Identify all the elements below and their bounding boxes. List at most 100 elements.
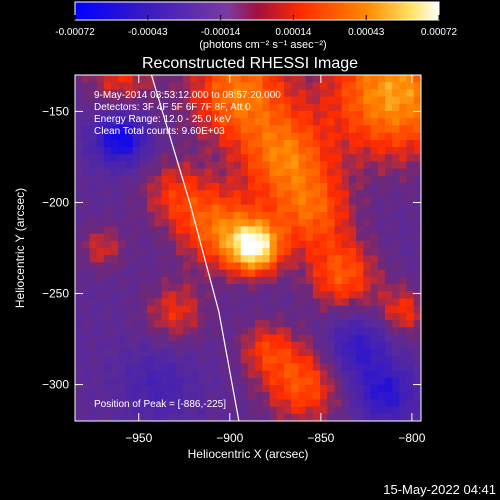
heatmap-cell xyxy=(262,248,271,256)
heatmap-cell xyxy=(341,248,350,256)
x-tick-label: −850 xyxy=(307,431,334,445)
heatmap-cell xyxy=(406,262,415,271)
heatmap-cell xyxy=(327,197,336,206)
heatmap-cell xyxy=(240,132,249,141)
heatmap-cell xyxy=(334,96,343,105)
heatmap-cell xyxy=(262,298,271,307)
heatmap-cell xyxy=(284,219,292,227)
heatmap-cell xyxy=(370,370,379,379)
heatmap-cell xyxy=(327,320,336,328)
heatmap-cell xyxy=(75,226,83,235)
heatmap-cell xyxy=(262,406,271,415)
heatmap-cell xyxy=(240,190,249,199)
heatmap-cell xyxy=(305,190,314,199)
heatmap-cell xyxy=(291,320,300,328)
heatmap-cell xyxy=(154,233,163,242)
heatmap-cell xyxy=(348,248,357,256)
heatmap-cell xyxy=(356,219,364,227)
heatmap-cell xyxy=(75,233,83,242)
heatmap-cell xyxy=(262,399,271,408)
heatmap-cell xyxy=(269,348,278,357)
heatmap-cell xyxy=(103,284,112,292)
heatmap-cell xyxy=(96,204,105,213)
heatmap-cell xyxy=(363,384,372,393)
heatmap-cell xyxy=(384,327,393,336)
heatmap-cell xyxy=(269,132,278,141)
heatmap-cell xyxy=(111,175,119,184)
heatmap-cell xyxy=(197,284,206,292)
heatmap-cell xyxy=(240,298,249,307)
heatmap-cell xyxy=(399,240,408,249)
heatmap-cell xyxy=(348,147,357,155)
heatmap-cell xyxy=(161,111,170,119)
heatmap-cell xyxy=(248,255,256,264)
y-tick-label: −300 xyxy=(42,378,69,392)
heatmap-cell xyxy=(103,197,112,206)
heatmap-cell xyxy=(161,96,170,105)
annotation-line: Detectors: 3F 4F 5F 6F 7F 8F, Att 0 xyxy=(94,102,251,113)
heatmap-cell xyxy=(75,406,83,415)
heatmap-cell xyxy=(298,175,307,184)
heatmap-cell xyxy=(168,226,177,235)
heatmap-cell xyxy=(341,392,350,400)
heatmap-cell xyxy=(413,399,421,408)
heatmap-cell xyxy=(197,154,206,163)
heatmap-cell xyxy=(183,248,191,256)
heatmap-cell xyxy=(111,132,119,141)
heatmap-cell xyxy=(327,291,336,300)
heatmap-cell xyxy=(233,240,242,249)
heatmap-cell xyxy=(175,320,184,328)
heatmap-cell xyxy=(190,233,199,242)
heatmap-cell xyxy=(154,406,163,415)
heatmap-cell xyxy=(75,399,83,408)
heatmap-cell xyxy=(211,89,220,98)
heatmap-cell xyxy=(219,406,227,415)
heatmap-cell xyxy=(276,298,285,307)
solar-limb-arc xyxy=(150,75,240,421)
heatmap-cell xyxy=(356,392,364,400)
heatmap-cell xyxy=(305,305,314,314)
heatmap-cell xyxy=(226,175,235,184)
heatmap-cell xyxy=(298,269,307,278)
heatmap-cell xyxy=(384,291,393,300)
heatmap-cell xyxy=(399,255,408,264)
heatmap-cell xyxy=(406,154,415,163)
heatmap-cell xyxy=(147,89,155,98)
heatmap-cell xyxy=(348,82,357,91)
heatmap-cell xyxy=(219,103,227,112)
heatmap-cell xyxy=(226,363,235,372)
heatmap-cell xyxy=(370,406,379,415)
heatmap-cell xyxy=(132,118,141,127)
heatmap-cell xyxy=(255,233,264,242)
heatmap-cell xyxy=(183,255,191,264)
heatmap-cell xyxy=(204,406,213,415)
heatmap-cell xyxy=(240,334,249,343)
heatmap-cell xyxy=(161,356,170,364)
heatmap-cell xyxy=(75,161,83,170)
heatmap-cell xyxy=(377,413,386,421)
heatmap-cell xyxy=(168,204,177,213)
heatmap-cell xyxy=(413,89,421,98)
heatmap-cell xyxy=(96,312,105,321)
heatmap-cell xyxy=(392,348,400,357)
x-tick-label: −800 xyxy=(398,431,425,445)
heatmap-cell xyxy=(168,413,177,421)
heatmap-cell xyxy=(312,96,321,105)
heatmap-cell xyxy=(384,240,393,249)
heatmap-cell xyxy=(356,399,364,408)
heatmap-cell xyxy=(175,233,184,242)
heatmap-cell xyxy=(334,111,343,119)
heatmap-cell xyxy=(399,111,408,119)
heatmap-cell xyxy=(262,305,271,314)
heatmap-cell xyxy=(168,168,177,177)
heatmap-cell xyxy=(139,132,148,141)
heatmap-cell xyxy=(103,327,112,336)
heatmap-cell xyxy=(370,276,379,285)
heatmap-cell xyxy=(399,161,408,170)
heatmap-cell xyxy=(240,118,249,127)
heatmap-cell xyxy=(334,139,343,148)
heatmap-cell xyxy=(269,305,278,314)
heatmap-cell xyxy=(255,226,264,235)
heatmap-cell xyxy=(82,125,91,134)
heatmap-cell xyxy=(219,125,227,134)
